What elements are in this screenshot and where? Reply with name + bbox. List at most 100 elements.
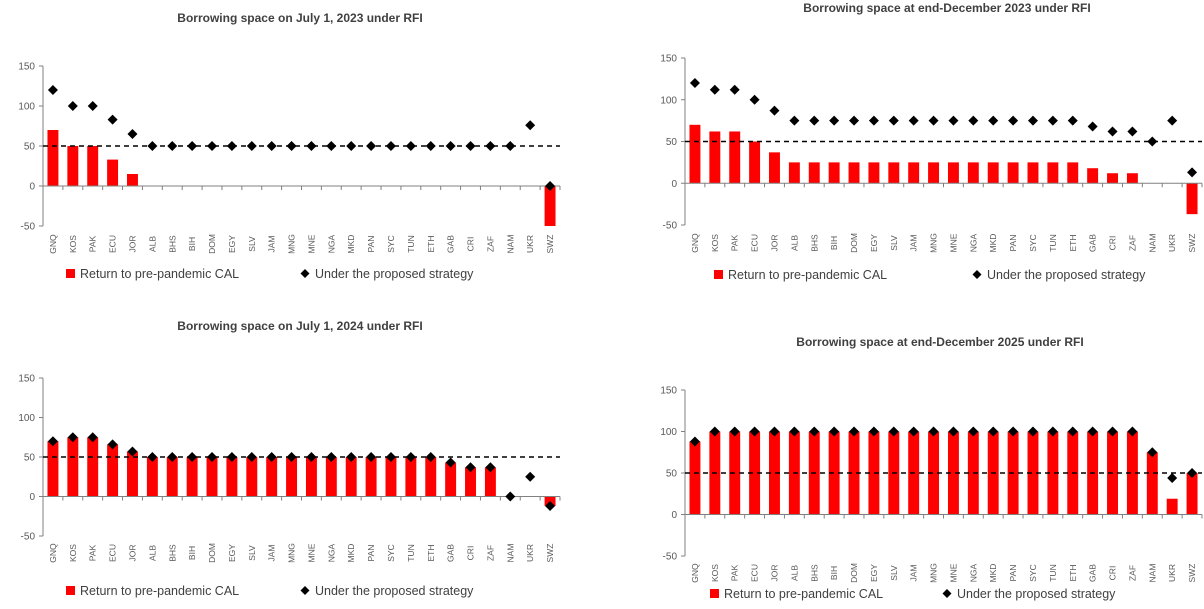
bar	[1027, 431, 1039, 515]
legend: Return to pre-pandemic CAL Under the prop…	[710, 587, 1116, 601]
marker-point	[505, 491, 516, 502]
marker-point	[1027, 426, 1038, 437]
legend-bar-swatch	[714, 270, 723, 279]
category-label: ECU	[750, 564, 760, 582]
category-label: SWZ	[545, 235, 555, 254]
category-label: CRI	[1108, 566, 1118, 581]
legend-bar-label: Return to pre-pandemic CAL	[80, 584, 239, 598]
marker-point	[545, 181, 556, 191]
bar	[544, 186, 556, 226]
category-label: MKD	[988, 234, 998, 253]
marker-point	[829, 115, 840, 126]
category-label: JOR	[769, 235, 779, 252]
bar	[828, 431, 840, 515]
category-label: PAK	[88, 544, 98, 561]
marker-point	[908, 115, 919, 126]
marker-point	[385, 141, 396, 151]
category-label: MKD	[346, 544, 356, 563]
category-label: BIH	[187, 546, 197, 560]
marker-point	[306, 452, 317, 462]
category-label: SLV	[889, 565, 899, 581]
legend-marker-label: Under the proposed strategy	[957, 587, 1116, 601]
marker-point	[888, 115, 899, 126]
bar	[868, 431, 880, 515]
marker-point	[147, 452, 158, 462]
category-label: ETH	[1068, 235, 1078, 252]
bar	[286, 457, 298, 497]
bar	[107, 159, 119, 186]
category-label: KOS	[710, 234, 720, 252]
category-label: GAB	[446, 235, 456, 253]
category-label: ZAF	[1127, 235, 1137, 251]
category-label: CRI	[466, 237, 476, 252]
bar	[1126, 431, 1138, 515]
category-label: GNQ	[690, 563, 700, 583]
category-label: PAK	[88, 235, 98, 252]
marker-point	[948, 115, 959, 126]
legend-bar-label: Return to pre-pandemic CAL	[724, 587, 883, 601]
y-tick-label: 100	[18, 102, 35, 113]
marker-point	[67, 101, 78, 111]
category-label: DOM	[849, 563, 859, 583]
y-tick-label: 150	[18, 62, 35, 73]
y-tick-label: 150	[18, 374, 35, 385]
bar	[67, 146, 79, 186]
marker-point	[749, 426, 760, 437]
category-label: DOM	[849, 233, 859, 253]
category-label: EGY	[227, 235, 237, 253]
category-label: MNG	[929, 233, 939, 253]
y-tick-label: 0	[29, 182, 35, 193]
category-label: KOS	[68, 235, 78, 253]
category-label: ALB	[789, 565, 799, 581]
marker-point	[346, 452, 357, 462]
legend-bar-swatch	[66, 586, 75, 595]
category-label: JOR	[127, 236, 137, 253]
bar	[908, 162, 920, 184]
category-label: SLV	[247, 236, 257, 252]
legend-marker-label: Under the proposed strategy	[315, 584, 474, 598]
bar	[1166, 498, 1178, 515]
category-label: BHS	[167, 235, 177, 253]
bar	[1067, 162, 1079, 184]
category-label: SYC	[386, 544, 396, 561]
y-tick-label: 50	[24, 453, 36, 464]
bar	[788, 162, 800, 184]
bar	[305, 457, 317, 497]
bar	[749, 141, 761, 184]
bar	[689, 124, 701, 184]
marker-point	[405, 452, 416, 462]
category-label: SWZ	[545, 544, 555, 563]
marker-point	[1127, 426, 1138, 437]
category-label: PAK	[730, 564, 740, 581]
chart-title: Borrowing space on July 1, 2023 under RF…	[177, 11, 422, 25]
bar	[769, 431, 780, 515]
marker-point	[968, 426, 979, 437]
legend: Return to pre-pandemic CAL Under the prop…	[66, 584, 474, 598]
bar	[868, 162, 880, 184]
marker-point	[1008, 426, 1019, 437]
chart-july-2023: Borrowing space on July 1, 2023 under RF…	[18, 11, 561, 281]
marker-point	[266, 452, 277, 462]
category-label: JAM	[267, 236, 277, 253]
category-label: NAM	[1147, 564, 1157, 583]
bar	[1047, 162, 1059, 184]
bar	[385, 457, 397, 497]
marker-point	[988, 115, 999, 126]
marker-point	[809, 426, 820, 437]
marker-point	[1008, 115, 1019, 126]
bar	[967, 162, 979, 184]
bar	[127, 451, 138, 497]
legend-bar-label: Return to pre-pandemic CAL	[80, 267, 239, 281]
category-label: NAM	[1147, 234, 1157, 253]
marker-point	[47, 85, 58, 95]
marker-point	[689, 436, 700, 447]
bar	[345, 457, 357, 497]
bar	[67, 437, 79, 497]
marker-point	[689, 78, 700, 89]
category-label: SYC	[386, 235, 396, 252]
legend-marker-swatch	[972, 270, 982, 279]
legend-marker-swatch	[300, 586, 310, 595]
category-label: EGY	[869, 564, 879, 582]
category-label: BHS	[167, 544, 177, 562]
marker-point	[107, 114, 118, 125]
